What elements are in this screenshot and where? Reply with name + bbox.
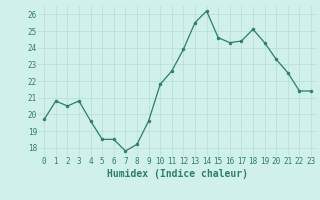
X-axis label: Humidex (Indice chaleur): Humidex (Indice chaleur) [107, 169, 248, 179]
